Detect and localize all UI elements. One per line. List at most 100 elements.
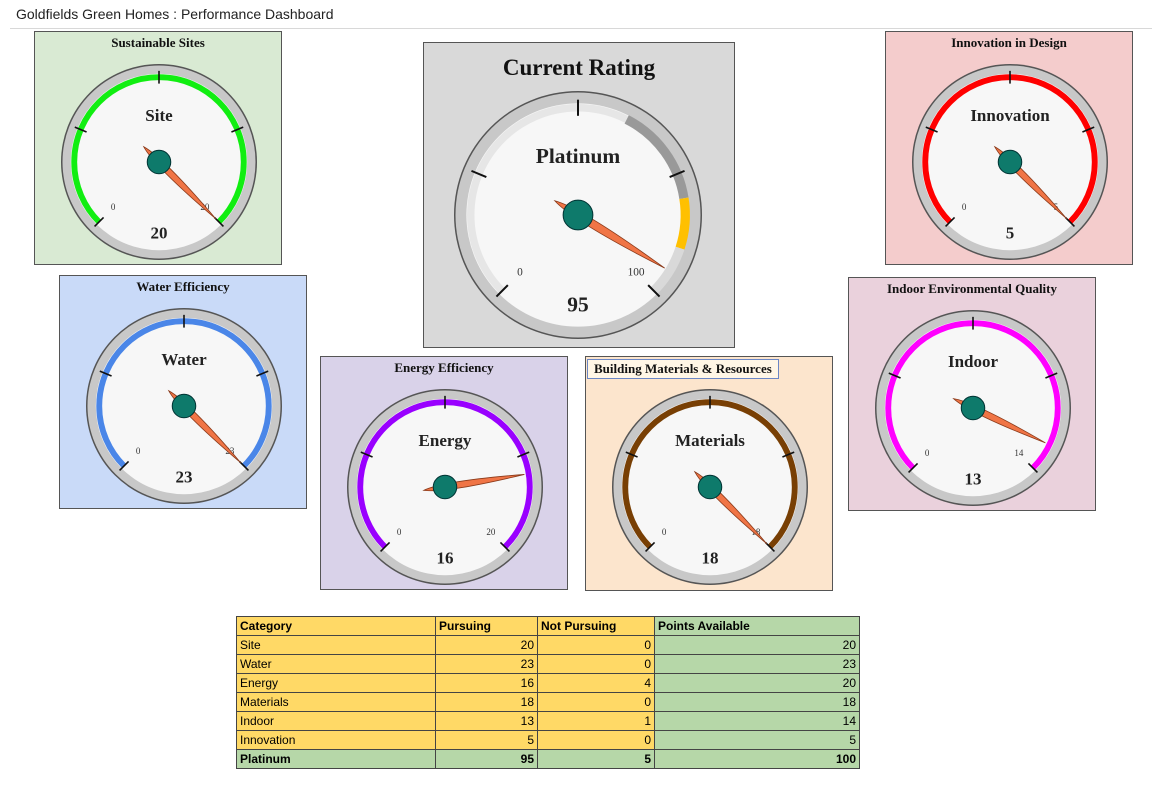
materials-gauge-panel: Building Materials & Resources 0 18 Materi… — [585, 356, 833, 591]
total-points-available: 100 — [654, 749, 860, 769]
cell-pursuing: 13 — [435, 711, 538, 731]
gauge-min-label: 0 — [397, 527, 402, 537]
gauge-needle-hub — [960, 395, 986, 421]
table-row: Indoor 13 1 14 — [236, 711, 860, 731]
cell-pursuing: 16 — [435, 673, 538, 693]
gauge-needle-hub — [562, 199, 594, 231]
gauge-tick — [888, 372, 901, 379]
cell-points-available: 23 — [654, 654, 860, 674]
gauge-value: 5 — [1006, 223, 1015, 242]
header-pursuing: Pursuing — [435, 616, 538, 636]
total-category: Platinum — [236, 749, 436, 769]
cell-not-pursuing: 0 — [537, 692, 655, 712]
gauge-value: 16 — [437, 548, 454, 567]
cell-category: Indoor — [236, 711, 436, 731]
table-row: Water 23 0 23 — [236, 654, 860, 674]
cell-points-available: 18 — [654, 692, 860, 712]
gauge-needle-hub — [171, 393, 197, 419]
gauge-value: 18 — [702, 548, 719, 567]
gauge-value: 23 — [176, 467, 193, 486]
gauge-needle-hub — [146, 149, 172, 175]
current-rating-gauge: 0 100 Platinum 95 — [454, 91, 702, 339]
gauge-needle-hub — [697, 474, 723, 500]
header-points-available: Points Available — [654, 616, 860, 636]
gauge-min-label: 0 — [925, 448, 930, 458]
cell-category: Energy — [236, 673, 436, 693]
gauge-min-label: 0 — [136, 446, 141, 456]
water-gauge-panel: Water Efficiency 023Water23 — [59, 275, 307, 509]
current-rating-title: Current Rating — [502, 55, 656, 80]
cell-points-available: 20 — [654, 635, 860, 655]
gauge-tick — [764, 541, 776, 553]
cell-pursuing: 20 — [435, 635, 538, 655]
materials-gauge: 018Materials18 — [612, 389, 808, 585]
materials-gauge-title: Building Materials & Resources — [587, 359, 779, 379]
gauge-tick — [256, 370, 269, 377]
cell-category: Site — [236, 635, 436, 655]
cell-pursuing: 23 — [435, 654, 538, 674]
total-not-pursuing: 5 — [537, 749, 655, 769]
gauge-tick — [360, 451, 373, 458]
gauge-value: 13 — [965, 469, 982, 488]
gauge-band-1 — [675, 197, 690, 250]
gauge-tick — [1045, 372, 1058, 379]
cell-pursuing: 18 — [435, 692, 538, 712]
gauge-tick — [907, 462, 919, 474]
cell-category: Water — [236, 654, 436, 674]
cell-not-pursuing: 0 — [537, 635, 655, 655]
page-title: Goldfields Green Homes : Performance Das… — [16, 6, 334, 22]
gauge-tick — [213, 216, 225, 228]
gauge-tick — [93, 216, 105, 228]
gauge-label: Platinum — [536, 144, 621, 168]
table-row: Site 20 0 20 — [236, 635, 860, 655]
gauge-tick — [118, 460, 130, 472]
innovation-gauge-title: Innovation in Design — [951, 35, 1067, 50]
gauge-tick — [647, 284, 661, 298]
table-row: Innovation 5 0 5 — [236, 730, 860, 750]
innovation-gauge: 05Innovation5 — [912, 64, 1108, 260]
site-gauge-panel: Sustainable Sites 020Site20 — [34, 31, 282, 265]
cell-not-pursuing: 0 — [537, 654, 655, 674]
gauge-value: 95 — [567, 293, 588, 317]
gauge-tick — [644, 541, 656, 553]
gauge-min-label: 0 — [517, 267, 523, 279]
gauge-tick — [495, 284, 509, 298]
title-divider — [10, 28, 1152, 29]
gauge-label: Materials — [675, 431, 745, 450]
gauge-min-label: 0 — [662, 527, 667, 537]
water-gauge-title: Water Efficiency — [136, 279, 230, 294]
gauge-tick — [74, 126, 87, 133]
cell-category: Materials — [236, 692, 436, 712]
gauge-tick — [944, 216, 956, 228]
gauge-tick — [925, 126, 938, 133]
header-category: Category — [236, 616, 436, 636]
indoor-gauge-panel: Indoor Environmental Quality 0 14 Indoor 13 — [848, 277, 1096, 511]
gauge-band-0 — [624, 115, 689, 200]
indoor-gauge-title: Indoor Environmental Quality — [887, 281, 1057, 296]
cell-points-available: 14 — [654, 711, 860, 731]
gauge-needle-hub — [432, 474, 458, 500]
gauge-label: Site — [145, 106, 173, 125]
gauge-tick — [231, 126, 244, 133]
indoor-gauge: 0 14 Indoor 13 — [875, 310, 1071, 506]
table-row: Materials 18 0 18 — [236, 692, 860, 712]
gauge-max-label: 20 — [486, 527, 496, 537]
site-gauge-title: Sustainable Sites — [111, 35, 205, 50]
cell-not-pursuing: 0 — [537, 730, 655, 750]
gauge-min-label: 0 — [111, 202, 116, 212]
energy-gauge-panel: Energy Efficiency 0 20 Energy 16 — [320, 356, 568, 590]
gauge-label: Water — [161, 350, 207, 369]
cell-not-pursuing: 4 — [537, 673, 655, 693]
cell-points-available: 20 — [654, 673, 860, 693]
gauge-tick — [99, 370, 112, 377]
water-gauge: 023Water23 — [86, 308, 282, 504]
points-table: Category Pursuing Not Pursuing Points Av… — [236, 616, 860, 769]
header-not-pursuing: Not Pursuing — [537, 616, 655, 636]
gauge-tick — [238, 460, 250, 472]
gauge-tick — [1027, 462, 1039, 474]
gauge-label: Innovation — [970, 106, 1050, 125]
gauge-tick — [1064, 216, 1076, 228]
gauge-label: Indoor — [948, 352, 999, 371]
cell-category: Innovation — [236, 730, 436, 750]
gauge-tick — [379, 541, 391, 553]
